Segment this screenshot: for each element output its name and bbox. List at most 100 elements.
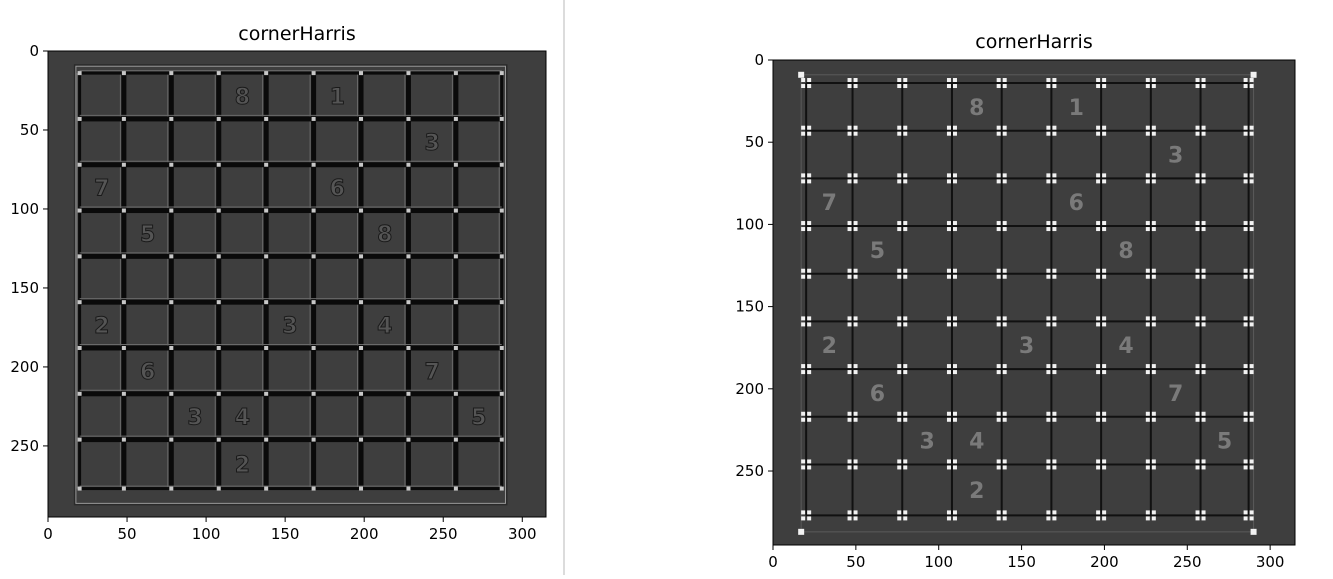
corner-response-point [801, 274, 806, 279]
corner-response-point [1201, 322, 1206, 327]
corner-response-point [1195, 173, 1200, 178]
corner-response-point [1052, 179, 1057, 184]
cell-digit: 2 [969, 479, 984, 504]
corner-response-point [1046, 510, 1051, 515]
corner-response-point [1096, 78, 1101, 83]
grid-line-horizontal [79, 116, 502, 122]
corner-response-point [897, 268, 902, 273]
corner-response-point [1195, 131, 1200, 136]
corner-response-point [903, 322, 908, 327]
corner-response-point [801, 84, 806, 89]
corner-point [77, 300, 82, 305]
corner-point [359, 208, 364, 213]
corner-response-point [996, 510, 1001, 515]
corner-response-point [1046, 465, 1051, 470]
corner-response-point [952, 78, 957, 83]
corner-response-point [801, 125, 806, 130]
corner-response-point [1201, 274, 1206, 279]
corner-response-point [1145, 179, 1150, 184]
corner-response-point [1145, 370, 1150, 375]
corner-response-point [897, 221, 902, 226]
corner-response-point [853, 411, 858, 416]
corner-point [264, 71, 269, 76]
corner-response-point [1002, 516, 1007, 521]
corner-point [311, 116, 316, 121]
corner-response-point [903, 221, 908, 226]
corner-response-point [1102, 510, 1107, 515]
corner-response-point [903, 274, 908, 279]
corner-response-point [1243, 131, 1248, 136]
corner-response-point [1249, 173, 1254, 178]
corner-point [264, 162, 269, 167]
corner-response-point [952, 268, 957, 273]
corner-response-point [1002, 131, 1007, 136]
corner-response-point [807, 322, 812, 327]
corner-response-point [1201, 221, 1206, 226]
corner-response-point [1002, 364, 1007, 369]
corner-response-point [1151, 131, 1156, 136]
corner-point [311, 71, 316, 76]
corner-point [311, 208, 316, 213]
cell-digit: 4 [235, 406, 250, 431]
corner-point [216, 300, 221, 305]
corner-response-point [897, 459, 902, 464]
x-tick-label: 200 [350, 525, 379, 543]
corner-response-point [1046, 274, 1051, 279]
corner-response-point [1151, 417, 1156, 422]
corner-response-point [1201, 465, 1206, 470]
corner-response-point [1096, 364, 1101, 369]
cell-digit: 4 [969, 430, 984, 455]
corner-response-point [1243, 84, 1248, 89]
y-tick-label: 150 [735, 298, 764, 316]
corner-response-point [1145, 364, 1150, 369]
board-frame-highlight [75, 65, 506, 504]
corner-response-point [807, 84, 812, 89]
corner-point [264, 345, 269, 350]
corner-response-point [801, 316, 806, 321]
corner-response-point [1249, 322, 1254, 327]
corner-point [499, 300, 504, 305]
corner-point [359, 300, 364, 305]
corner-point [169, 486, 174, 491]
corner-response-point [1151, 411, 1156, 416]
corner-response-point [801, 221, 806, 226]
corner-response-point [952, 173, 957, 178]
corner-response-point [903, 78, 908, 83]
corner-response-point [1243, 465, 1248, 470]
x-tick-label: 0 [43, 525, 53, 543]
corner-response-point [903, 268, 908, 273]
corner-response-point [897, 173, 902, 178]
corner-point [121, 116, 126, 121]
corner-response-point [1145, 131, 1150, 136]
x-tick-label: 300 [1256, 553, 1285, 571]
corner-response-point [1195, 78, 1200, 83]
corner-point [169, 254, 174, 259]
corner-response-point [807, 274, 812, 279]
corner-response-point [801, 179, 806, 184]
corner-response-point [1046, 227, 1051, 232]
corner-response-point [801, 417, 806, 422]
corner-response-point [1243, 417, 1248, 422]
grid-line-vertical [168, 73, 174, 489]
y-tick-label: 250 [735, 462, 764, 480]
corner-response-point [853, 510, 858, 515]
corner-response-point [1046, 84, 1051, 89]
corner-response-point [952, 459, 957, 464]
corner-point [311, 437, 316, 442]
corner-response-point [1002, 179, 1007, 184]
corner-point [453, 208, 458, 213]
corner-response-point [1195, 364, 1200, 369]
corner-response-point [847, 179, 852, 184]
corner-response-point [1145, 459, 1150, 464]
corner-response-point [1145, 173, 1150, 178]
corner-response-point [1096, 459, 1101, 464]
axes-frame [772, 59, 1296, 546]
corner-response-point [807, 227, 812, 232]
corner-response-point [1195, 84, 1200, 89]
corner-response-point [847, 516, 852, 521]
corner-point [359, 391, 364, 396]
corner-response-point [1052, 227, 1057, 232]
corner-point [264, 254, 269, 259]
corner-point [499, 391, 504, 396]
corner-point [169, 116, 174, 121]
